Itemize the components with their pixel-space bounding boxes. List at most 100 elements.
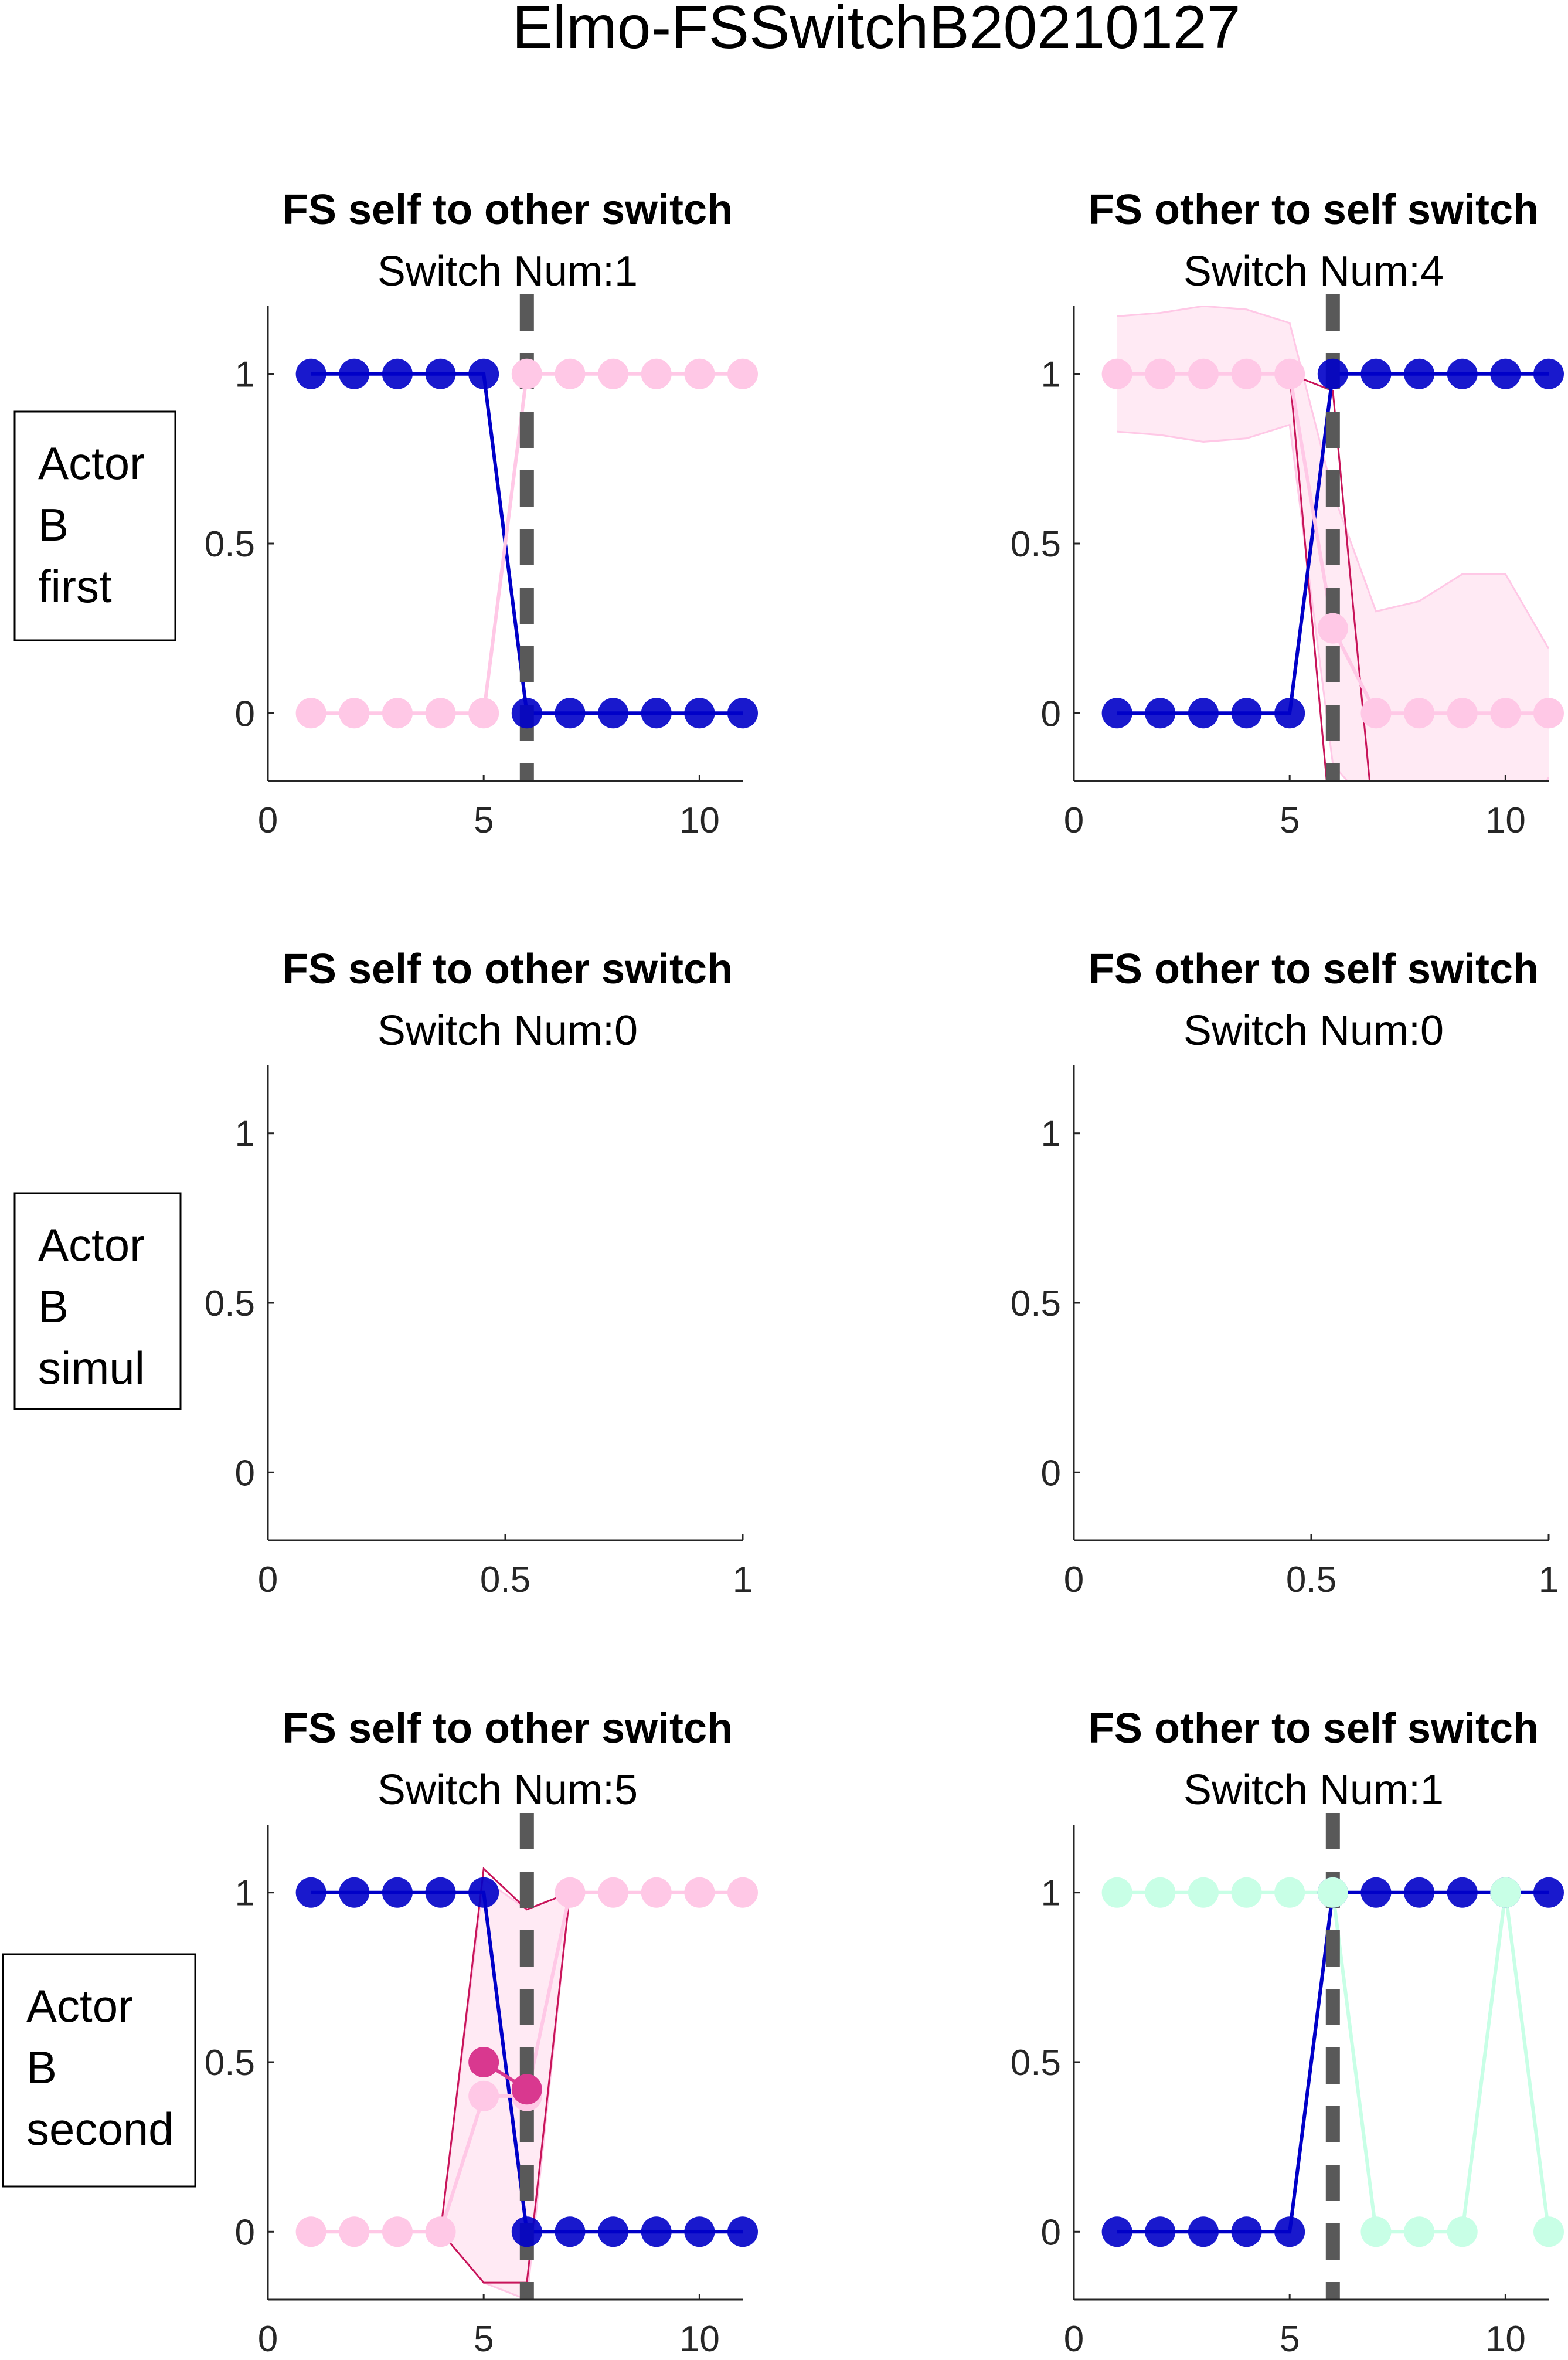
row-label-line: first	[38, 561, 112, 612]
row-label-line: Actor	[38, 437, 145, 489]
bound-line	[1288, 373, 1328, 781]
chart-subtitle: Switch Num:5	[377, 1767, 638, 1814]
data-point-other	[1360, 698, 1392, 729]
data-point-self	[1101, 2216, 1132, 2247]
data-point-self	[1101, 698, 1132, 729]
data-point-self	[1317, 358, 1348, 389]
chart-title: FS self to other switch	[283, 946, 733, 993]
data-point-other_alt	[1101, 1877, 1132, 1908]
data-point-other_alt	[1317, 1877, 1348, 1908]
data-point-self	[511, 698, 542, 729]
data-point-self	[1188, 698, 1219, 729]
data-point-other	[295, 698, 326, 729]
data-point-self	[425, 1877, 456, 1908]
data-point-other	[1145, 358, 1176, 389]
data-point-other	[641, 1877, 672, 1908]
x-tick-label: 10	[679, 800, 720, 841]
data-point-other_alt	[1231, 1877, 1262, 1908]
chart-title: FS other to self switch	[1089, 946, 1539, 993]
x-tick-label: 1	[733, 1560, 753, 1600]
x-tick-label: 0	[1064, 1560, 1084, 1600]
data-point-mean_other	[468, 2047, 499, 2077]
y-tick-label: 0	[235, 1453, 255, 1493]
data-point-self	[1533, 1877, 1564, 1908]
y-tick-label: 0.5	[205, 1283, 255, 1324]
data-point-other_alt	[1490, 1877, 1521, 1908]
data-point-self	[1533, 358, 1564, 389]
data-point-other	[295, 2216, 326, 2247]
data-point-other_alt	[1447, 2216, 1478, 2247]
data-point-other	[468, 2080, 499, 2111]
data-point-other	[1533, 698, 1564, 729]
data-point-self	[1490, 358, 1521, 389]
y-tick-label: 0	[1041, 694, 1061, 734]
y-tick-label: 1	[235, 355, 255, 395]
data-point-self	[1404, 1877, 1435, 1908]
y-tick-label: 1	[235, 1873, 255, 1914]
data-point-self	[1360, 1877, 1392, 1908]
data-point-self	[425, 358, 456, 389]
y-tick-label: 0.5	[205, 524, 255, 565]
x-tick-label: 0	[258, 2319, 278, 2359]
row-label-line: simul	[38, 1342, 145, 1394]
chart-subtitle: Switch Num:0	[377, 1007, 638, 1054]
data-point-other	[1404, 698, 1435, 729]
bound-line	[440, 1867, 571, 2232]
data-point-self	[1274, 698, 1305, 729]
row-label-line: B	[26, 2042, 57, 2093]
chart-panel-5: FS self to other switch Switch Num:5 0 0.5 1…	[205, 1705, 758, 2359]
data-point-self	[295, 358, 326, 389]
y-tick-label: 0.5	[1011, 1283, 1061, 1324]
data-point-self	[555, 698, 586, 729]
data-point-self	[1360, 358, 1392, 389]
data-point-self	[641, 698, 672, 729]
confidence-band	[440, 1879, 570, 2300]
data-point-self	[727, 2216, 758, 2247]
data-point-other	[468, 698, 499, 729]
data-point-other_alt	[1533, 2216, 1564, 2247]
data-point-self	[555, 2216, 586, 2247]
y-tick-label: 0	[1041, 1453, 1061, 1493]
bound-line	[1289, 373, 1371, 781]
data-point-self	[295, 1877, 326, 1908]
x-tick-label: 10	[1485, 800, 1526, 841]
x-tick-label: 5	[474, 2319, 494, 2359]
data-point-other	[1101, 358, 1132, 389]
data-point-other	[1447, 698, 1478, 729]
data-point-self	[727, 698, 758, 729]
data-point-other	[339, 698, 370, 729]
x-tick-label: 0.5	[1286, 1560, 1336, 1600]
x-tick-label: 10	[1485, 2319, 1526, 2359]
bound-line	[440, 1892, 571, 2284]
x-tick-label: 5	[1280, 2319, 1300, 2359]
y-tick-label: 0.5	[1011, 2043, 1061, 2083]
panels: FS self to other switch Switch Num:1 0 0.5 1…	[205, 186, 1564, 2359]
x-tick-label: 0.5	[480, 1560, 530, 1600]
y-tick-label: 0	[1041, 2212, 1061, 2253]
y-tick-label: 1	[1041, 1873, 1061, 1914]
chart-title: FS other to self switch	[1089, 1705, 1539, 1752]
data-point-self	[598, 2216, 629, 2247]
data-point-other	[382, 698, 413, 729]
data-point-other	[1231, 358, 1262, 389]
data-point-other_alt	[1404, 2216, 1435, 2247]
y-tick-label: 0.5	[205, 2043, 255, 2083]
chart-title: FS self to other switch	[283, 186, 733, 233]
data-point-other	[1274, 358, 1305, 389]
data-point-other	[511, 358, 542, 389]
data-point-other	[727, 1877, 758, 1908]
x-tick-label: 1	[1539, 1560, 1559, 1600]
row-label-box	[13, 410, 176, 641]
x-tick-label: 0	[258, 800, 278, 841]
data-point-self	[1145, 2216, 1176, 2247]
chart-panel-6: FS other to self switch Switch Num:1 0 0.5 1…	[1011, 1705, 1564, 2359]
data-point-other_alt	[1145, 1877, 1176, 1908]
x-tick-label: 0	[1064, 800, 1084, 841]
row-label-box	[2, 1953, 196, 2188]
chart-panel-1: FS self to other switch Switch Num:1 0 0.5 1…	[205, 186, 758, 841]
data-point-self	[468, 1877, 499, 1908]
